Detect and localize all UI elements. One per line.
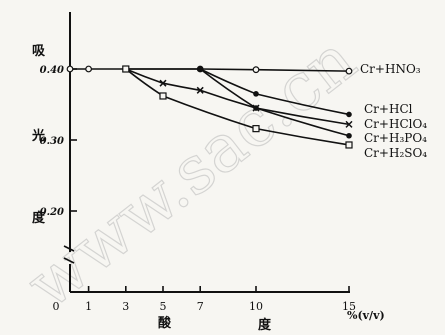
series-label-1: Cr+HNO₃ (360, 62, 421, 76)
data-point (159, 79, 167, 87)
data-point (346, 111, 352, 118)
data-point (196, 86, 204, 94)
data-point (159, 92, 167, 100)
y-tick-label: 0.20 (40, 207, 64, 218)
series-label-2: Cr+HCl (364, 102, 413, 116)
watermark: www.sac.cn (12, 21, 369, 324)
y-axis-break-mark (63, 245, 75, 264)
x-axis-title-char-2: 度 (258, 317, 272, 333)
y-axis-title-char-1: 吸 (32, 44, 46, 59)
data-point (346, 132, 352, 139)
data-point (345, 120, 353, 128)
y-ticks: 0.40 0.30 0.20 (40, 65, 77, 218)
axes (63, 12, 350, 293)
data-point (345, 67, 353, 75)
x-axis-unit: %(v/v) (347, 309, 385, 322)
data-point (85, 65, 92, 73)
series-label-3: Cr+HClO₄ (364, 117, 427, 131)
series-label-5: Cr+H₂SO₄ (364, 146, 427, 160)
x-tick-label: 5 (160, 300, 167, 313)
series-label-4: Cr+H₃PO₄ (364, 131, 427, 145)
x-ticks: 0 1 3 5 7 10 15 (53, 286, 356, 313)
data-point (197, 66, 203, 72)
x-tick-label: 7 (197, 300, 204, 313)
data-point (252, 125, 260, 133)
y-axis-title-char-3: 度 (32, 210, 46, 226)
data-point (66, 65, 74, 73)
x-tick-label: 15 (342, 300, 356, 313)
data-point (345, 141, 353, 149)
x-tick-label: 1 (85, 300, 92, 313)
x-axis-title-char-1: 酸 (158, 315, 172, 331)
y-tick-label: 0.40 (40, 65, 64, 76)
data-point (252, 66, 260, 74)
series-line-2 (125, 68, 350, 116)
x-tick-label: 10 (249, 300, 263, 313)
data-point (253, 91, 259, 97)
data-point (122, 65, 130, 73)
series-markers (66, 65, 353, 149)
series-line-5 (125, 68, 350, 146)
y-axis-title-char-2: 光 (31, 128, 45, 144)
data-point (253, 105, 259, 111)
x-tick-label: 0 (53, 300, 60, 313)
x-tick-label: 3 (122, 300, 129, 313)
y-tick-label: 0.30 (40, 136, 64, 147)
